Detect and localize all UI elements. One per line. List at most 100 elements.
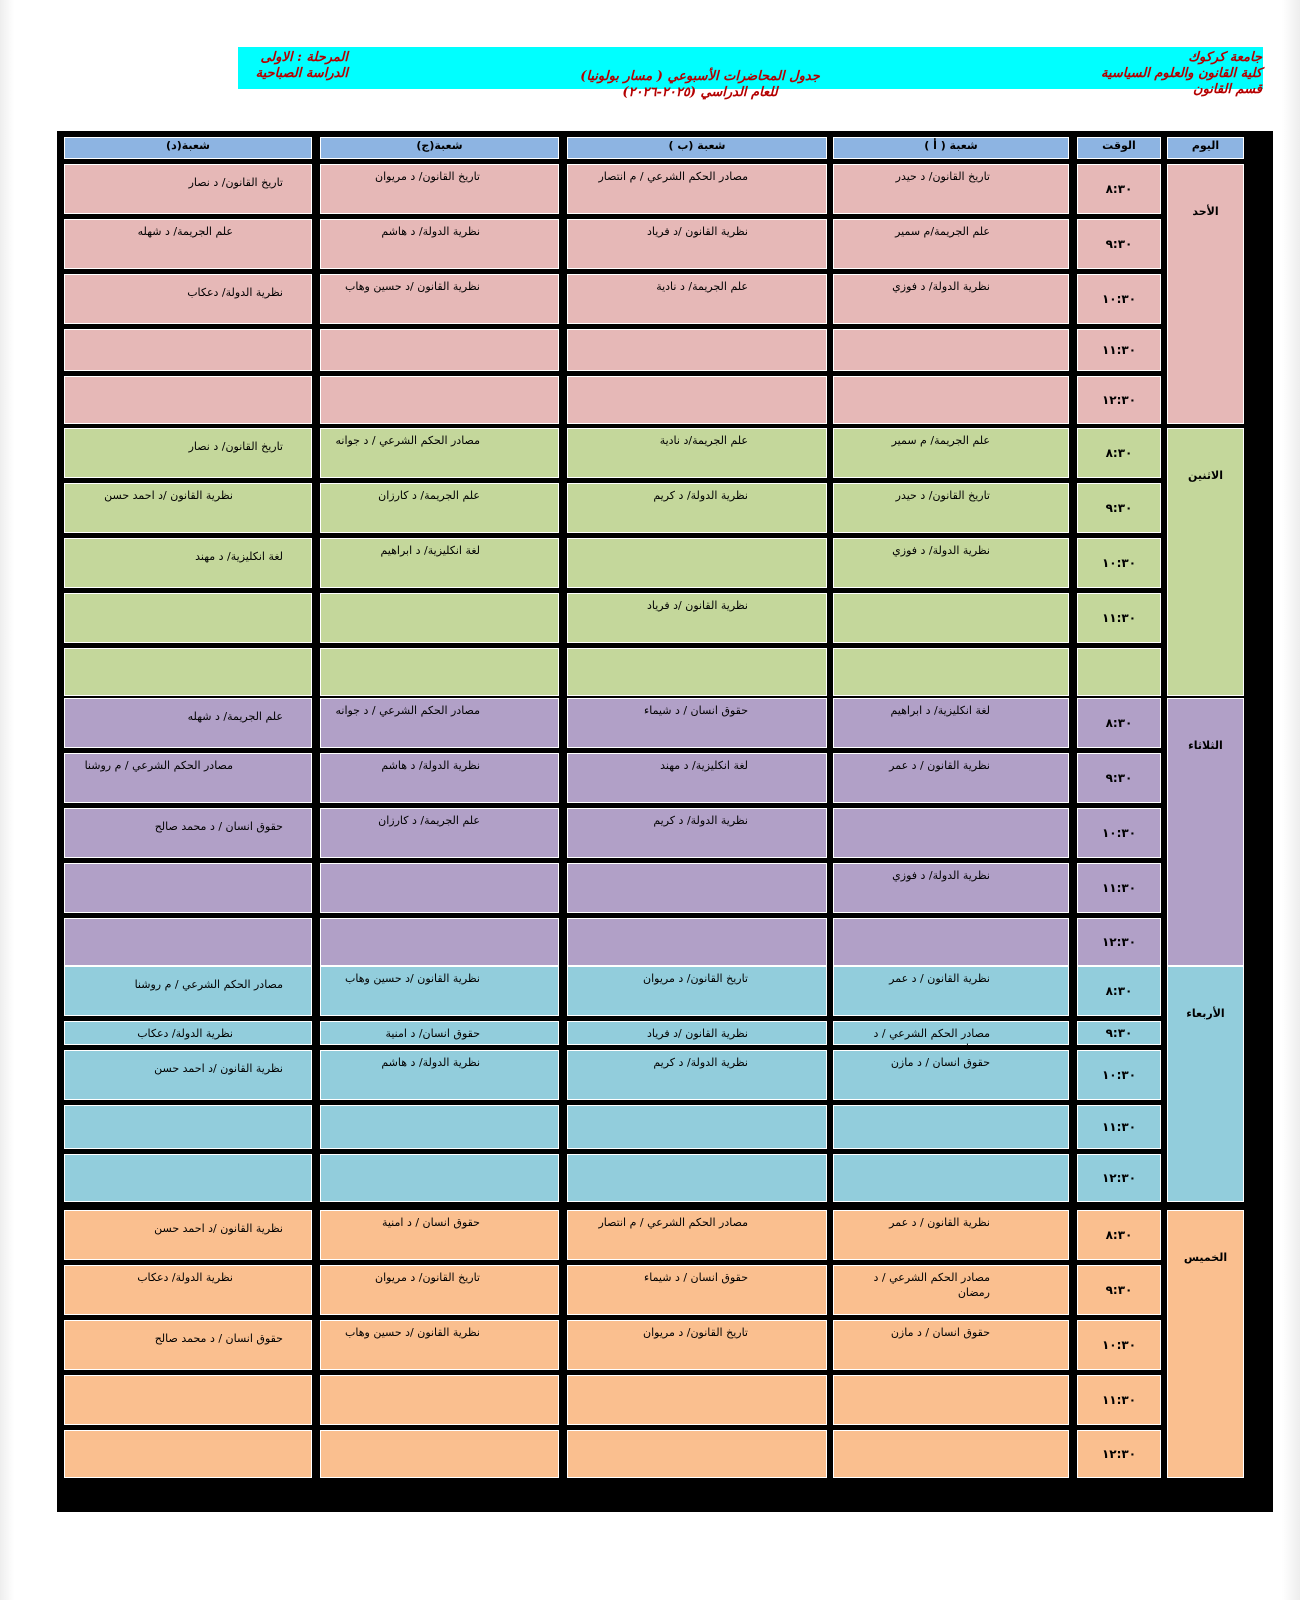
course-cell-d: نظرية القانون /د احمد حسن (64, 1050, 312, 1100)
course-text: حقوق انسان / د محمد صالح (154, 820, 283, 833)
course-cell-d: تاريخ القانون/ د نصار (64, 428, 312, 478)
header-section-a: شعبة ( أ ) (833, 137, 1069, 159)
course-cell-c (320, 918, 559, 966)
course-cell-b: علم الجريمة/د نادية (567, 428, 827, 478)
course-cell-c (320, 1105, 559, 1149)
course-cell-a: تاريخ القانون/ د حيدر (833, 483, 1069, 533)
course-cell-d (64, 1430, 312, 1478)
course-cell-d: تاريخ القانون/ د نصار (64, 164, 312, 214)
course-cell-a (833, 808, 1069, 858)
course-cell-d: لغة انكليزية/ د مهند (64, 538, 312, 588)
course-text: علم الجريمة/ د نادية (656, 280, 748, 293)
schedule-table: اليوم الوقت شعبة ( أ ) شعبة (ب ) شعبة(ج)… (57, 131, 1273, 1512)
course-cell-d (64, 593, 312, 643)
day-label-4: الخميس (1167, 1210, 1244, 1478)
time-slot: ٩:٣٠ (1077, 753, 1161, 803)
course-text: نظرية القانون /د فرياد (647, 599, 748, 612)
course-cell-d (64, 1375, 312, 1425)
course-text: تاريخ القانون/ د مريوان (643, 972, 748, 985)
course-text: نظرية القانون /د احمد حسن (104, 489, 233, 502)
course-text: علم الجريمة/ د شهله (137, 225, 233, 238)
course-text: حقوق انسان / د مازن (890, 1326, 990, 1339)
course-cell-a: تاريخ القانون/ د حيدر (833, 164, 1069, 214)
course-text: حقوق انسان / د محمد صالح (154, 1332, 283, 1345)
time-slot: ١٠:٣٠ (1077, 274, 1161, 324)
time-slot: ٨:٣٠ (1077, 164, 1161, 214)
course-text: نظرية القانون /د احمد حسن (154, 1222, 283, 1235)
course-cell-b (567, 1430, 827, 1478)
course-text: نظرية القانون / د عمر (889, 1216, 990, 1229)
course-cell-c: نظرية القانون /د حسين وهاب (320, 966, 559, 1016)
course-text: لغة انكليزية/ د ابراهيم (890, 704, 990, 717)
course-cell-b: حقوق انسان / د شيماء (567, 698, 827, 748)
time-slot: ١٢:٣٠ (1077, 1154, 1161, 1202)
course-cell-c: تاريخ القانون/ د مريوان (320, 164, 559, 214)
course-text: نظرية الدولة/ د كريم (653, 1056, 748, 1069)
course-text: تاريخ القانون/ د حيدر (895, 170, 990, 183)
course-text: تاريخ القانون/ د حيدر (895, 489, 990, 502)
course-cell-d: مصادر الحكم الشرعي / م روشنا (64, 753, 312, 803)
course-text: تاريخ القانون/ د مريوان (643, 1326, 748, 1339)
time-slot: ٩:٣٠ (1077, 219, 1161, 269)
course-text: تاريخ القانون/ د مريوان (375, 170, 480, 183)
course-cell-a: مصادر الحكم الشرعي / د رمضان (833, 1265, 1069, 1315)
course-cell-a (833, 329, 1069, 371)
time-slot: ١٠:٣٠ (1077, 1320, 1161, 1370)
course-cell-c: علم الجريمة/ د كارزان (320, 808, 559, 858)
course-text: مصادر الحكم الشرعي / د رمضان (873, 1271, 990, 1299)
course-text: علم الجريمة/ د كارزان (378, 489, 480, 502)
course-cell-a: علم الجريمة/م سمير (833, 219, 1069, 269)
academic-year: للعام الدراسي (٢٠٢٥-٢٠٢٦) (622, 85, 778, 100)
time-slot: ٩:٣٠ (1077, 483, 1161, 533)
course-cell-b: نظرية الدولة/ د كريم (567, 808, 827, 858)
course-cell-a: نظرية الدولة/ د فوزي (833, 274, 1069, 324)
course-cell-a: نظرية القانون / د عمر (833, 1210, 1069, 1260)
course-text: مصادر الحكم الشرعي / م روشنا (84, 759, 233, 772)
university-name: جامعة كركوك (1188, 50, 1262, 65)
course-cell-d (64, 329, 312, 371)
header-section-d: شعبة(د) (64, 137, 312, 159)
course-text: حقوق انسان / د مازن (890, 1056, 990, 1069)
course-text: نظرية القانون /د فرياد (647, 1027, 748, 1040)
course-text: علم الجريمة/م سمير (895, 225, 990, 238)
course-cell-c (320, 648, 559, 696)
course-cell-d (64, 1105, 312, 1149)
course-cell-a: حقوق انسان / د مازن (833, 1050, 1069, 1100)
course-text: علم الجريمة/ د شهله (187, 710, 283, 723)
course-text: تاريخ القانون/ د نصار (188, 440, 283, 453)
course-text: لغة انكليزية/ د ابراهيم (380, 544, 480, 557)
course-cell-b: مصادر الحكم الشرعي / م انتصار (567, 164, 827, 214)
course-text: نظرية الدولة/ د كريم (653, 814, 748, 827)
course-cell-b (567, 538, 827, 588)
course-cell-b: نظرية الدولة/ د كريم (567, 483, 827, 533)
institution-block: جامعة كركوك كلية القانون والعلوم السياسي… (1101, 50, 1262, 98)
course-text: مصادر الحكم الشرعي / م انتصار (598, 170, 748, 183)
course-cell-a: نظرية الدولة/ د فوزي (833, 863, 1069, 913)
course-text: حقوق انسان / د امنية (381, 1216, 480, 1229)
course-text: علم الجريمة/ د كارزان (378, 814, 480, 827)
course-text: تاريخ القانون/ د نصار (188, 176, 283, 189)
course-text: نظرية الدولة/ د هاشم (381, 1056, 480, 1069)
course-cell-c: تاريخ القانون/ د مريوان (320, 1265, 559, 1315)
course-cell-b: مصادر الحكم الشرعي / م انتصار (567, 1210, 827, 1260)
course-cell-a: لغة انكليزية/ د ابراهيم (833, 698, 1069, 748)
course-cell-d: حقوق انسان / د محمد صالح (64, 1320, 312, 1370)
course-cell-d: نظرية الدولة/ دعكاب (64, 274, 312, 324)
course-text: حقوق انسان / د شيماء (644, 704, 748, 717)
time-slot: ٨:٣٠ (1077, 698, 1161, 748)
header-day: اليوم (1167, 137, 1244, 159)
course-cell-a: نظرية القانون / د عمر (833, 753, 1069, 803)
course-cell-a (833, 593, 1069, 643)
course-cell-b (567, 1105, 827, 1149)
course-cell-a (833, 1430, 1069, 1478)
course-cell-c (320, 1430, 559, 1478)
course-cell-d: حقوق انسان / د محمد صالح (64, 808, 312, 858)
course-text: نظرية الدولة/ دعكاب (137, 1027, 233, 1040)
course-cell-c: نظرية القانون /د حسين وهاب (320, 1320, 559, 1370)
course-text: نظرية القانون /د حسين وهاب (345, 280, 480, 293)
course-cell-a: نظرية القانون / د عمر (833, 966, 1069, 1016)
course-cell-c: علم الجريمة/ د كارزان (320, 483, 559, 533)
course-cell-c (320, 1375, 559, 1425)
course-text: مصادر الحكم الشرعي / د جوانه (335, 434, 480, 447)
day-name: الأربعاء (1186, 1007, 1225, 1020)
